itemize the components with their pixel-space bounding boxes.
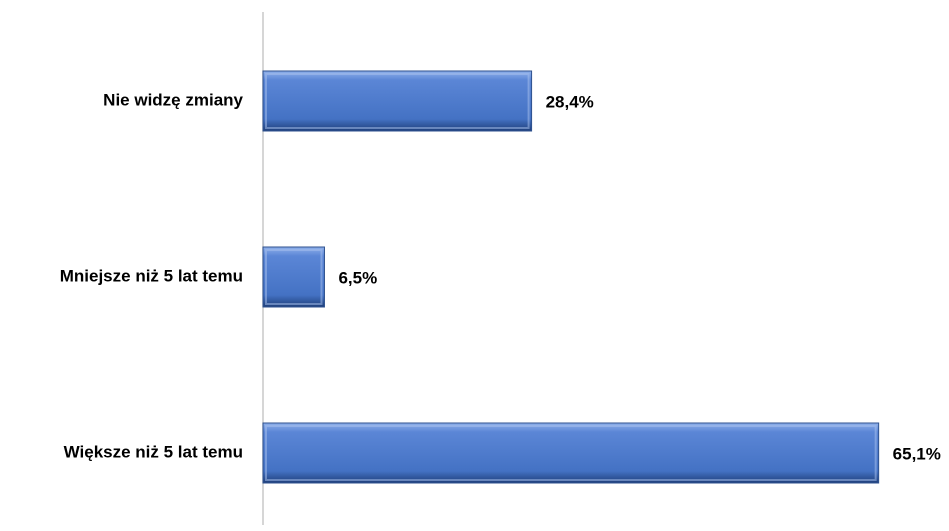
bar-bevel [265,425,877,481]
data-label: 65,1% [893,444,941,463]
y-tick-label: Większe niż 5 lat temu [64,442,243,461]
y-tick-label: Nie widzę zmiany [103,90,243,109]
bar [262,70,533,132]
y-tick-label: Mniejsze niż 5 lat temu [60,266,243,285]
data-label: 6,5% [338,268,377,287]
bar-bevel [265,73,530,129]
data-label: 28,4% [546,92,594,111]
bar [262,422,880,484]
bar-bevel [265,249,323,305]
bar [262,246,325,308]
